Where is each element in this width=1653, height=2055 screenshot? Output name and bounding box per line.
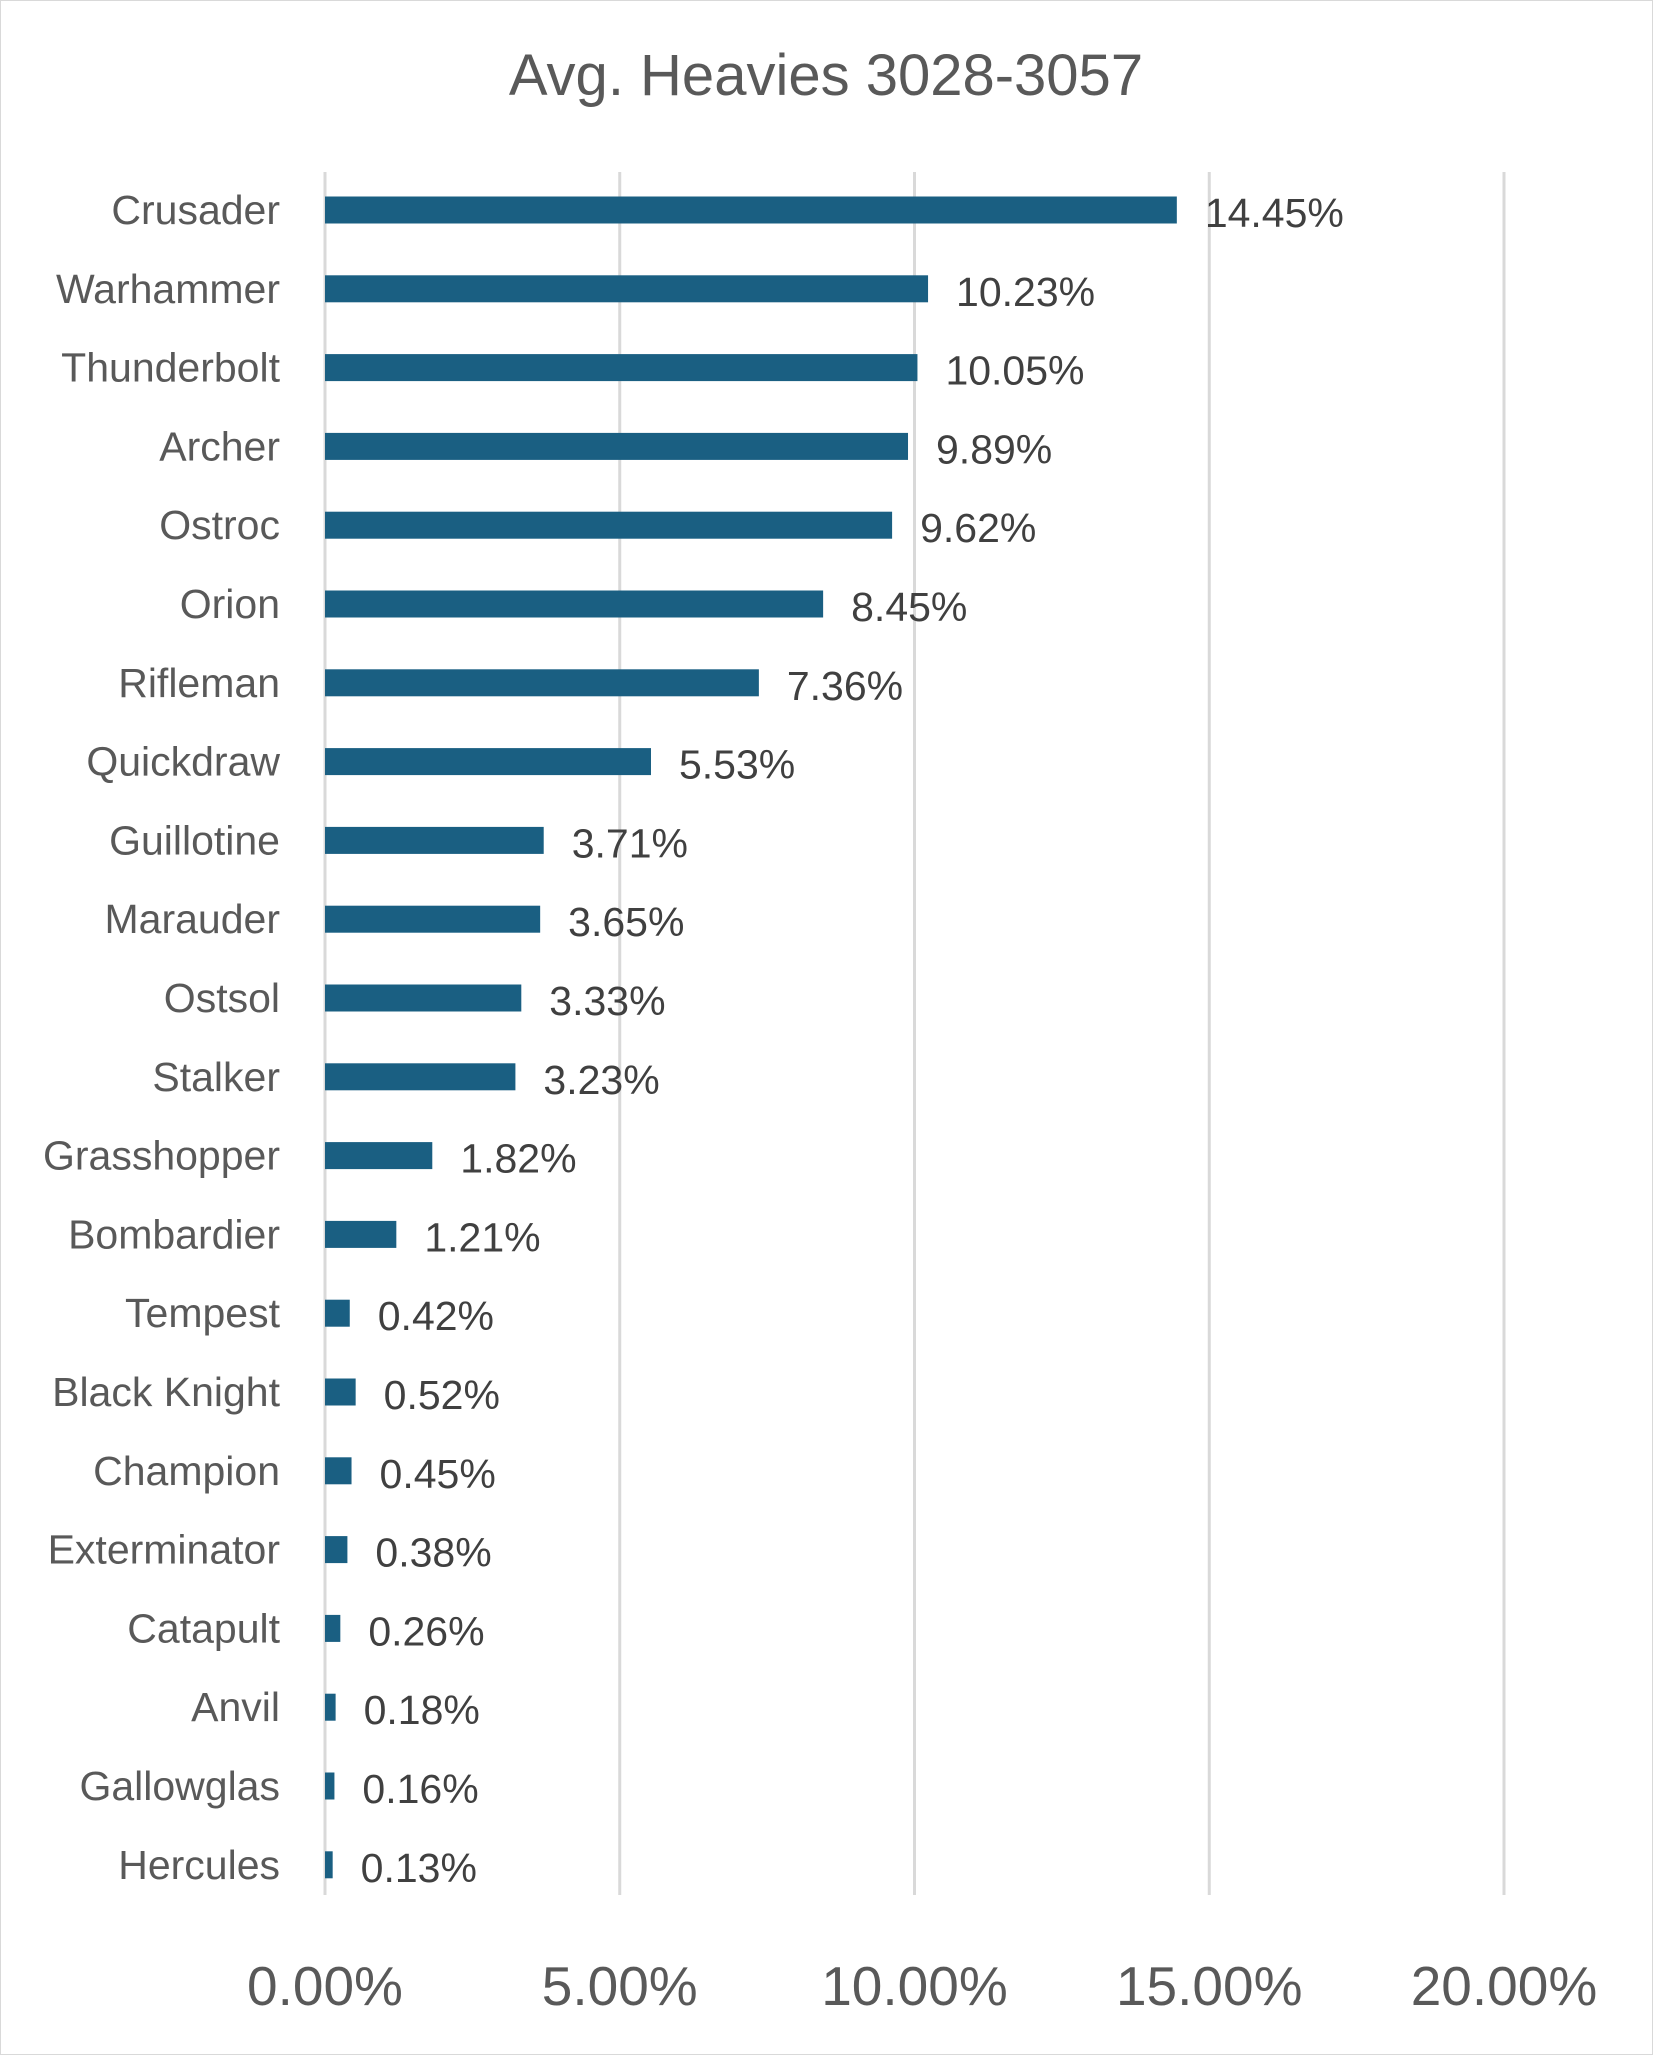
data-label: 3.65%: [568, 899, 684, 945]
data-label: 0.26%: [368, 1608, 484, 1654]
data-label: 9.62%: [920, 505, 1036, 551]
data-label: 10.23%: [956, 269, 1095, 315]
bar: [325, 826, 544, 854]
gridlines: [323, 172, 1506, 1895]
bar: [325, 1772, 335, 1800]
category-label: Exterminator: [48, 1527, 280, 1573]
data-label: 14.45%: [1205, 190, 1344, 236]
category-label: Hercules: [118, 1842, 280, 1888]
data-label: 1.82%: [460, 1136, 576, 1182]
bar: [325, 432, 909, 460]
category-label: Warhammer: [56, 266, 280, 312]
bar: [325, 196, 1177, 224]
category-label: Bombardier: [68, 1211, 280, 1257]
category-label: Thunderbolt: [61, 345, 280, 391]
category-label: Grasshopper: [43, 1133, 280, 1179]
category-label: Black Knight: [52, 1369, 281, 1415]
category-label: Guillotine: [109, 817, 280, 863]
bar: [325, 1063, 516, 1091]
bar: [325, 1614, 341, 1642]
data-label: 5.53%: [679, 742, 795, 788]
category-label: Crusader: [111, 187, 280, 233]
category-label: Anvil: [191, 1684, 280, 1730]
category-label: Quickdraw: [86, 739, 280, 785]
data-label: 0.45%: [380, 1451, 496, 1497]
data-label: 3.33%: [549, 978, 665, 1024]
bar: [325, 1457, 352, 1485]
category-label: Catapult: [127, 1605, 280, 1651]
bar: [325, 1220, 397, 1248]
data-label: 0.52%: [384, 1372, 500, 1418]
data-label: 0.38%: [375, 1530, 491, 1576]
category-label: Marauder: [105, 896, 280, 942]
data-label: 0.13%: [361, 1845, 477, 1891]
data-label: 1.21%: [424, 1214, 540, 1260]
data-label: 8.45%: [851, 584, 967, 630]
bar: [325, 1142, 433, 1170]
category-label: Tempest: [125, 1290, 281, 1336]
category-label: Stalker: [152, 1054, 280, 1100]
data-labels: 14.45% 10.23% 10.05% 9.89% 9.62% 8.45% 7.36% 5.…: [361, 190, 1344, 1891]
bar: [325, 511, 893, 539]
x-tick-label: 20.00%: [1411, 1955, 1598, 2017]
bar: [325, 1299, 350, 1327]
bar: [325, 1378, 356, 1406]
category-label: Champion: [93, 1448, 280, 1494]
bar: [325, 275, 929, 303]
x-tick-label: 15.00%: [1116, 1955, 1303, 2017]
bar: [325, 1536, 348, 1564]
bar: [325, 354, 918, 382]
chart-title: Avg. Heavies 3028-3057: [509, 43, 1143, 108]
data-label: 9.89%: [936, 426, 1052, 472]
data-label: 3.71%: [572, 820, 688, 866]
bar: [325, 669, 759, 697]
bar: [325, 590, 824, 618]
bars: [325, 196, 1177, 1879]
bar: [325, 905, 541, 933]
bar: [325, 748, 651, 776]
category-label: Orion: [180, 581, 280, 627]
bar: [325, 1851, 333, 1879]
bar: [325, 984, 522, 1012]
data-label: 0.16%: [362, 1766, 478, 1812]
category-labels: Crusader Warhammer Thunderbolt Archer Ostroc…: [43, 187, 281, 1888]
x-tick-label: 0.00%: [247, 1955, 403, 2017]
data-label: 3.23%: [543, 1057, 659, 1103]
category-label: Ostroc: [159, 502, 280, 548]
data-label: 0.42%: [378, 1293, 494, 1339]
data-label: 7.36%: [787, 663, 903, 709]
category-label: Gallowglas: [79, 1763, 280, 1809]
x-tick-label: 5.00%: [542, 1955, 698, 2017]
data-label: 0.18%: [364, 1687, 480, 1733]
category-label: Archer: [159, 423, 280, 469]
bar: [325, 1693, 336, 1721]
data-label: 10.05%: [945, 348, 1084, 394]
category-label: Ostsol: [164, 975, 280, 1021]
x-axis-tick-labels: 0.00% 5.00% 10.00% 15.00% 20.00%: [247, 1955, 1597, 2017]
category-label: Rifleman: [118, 660, 280, 706]
x-tick-label: 10.00%: [821, 1955, 1008, 2017]
